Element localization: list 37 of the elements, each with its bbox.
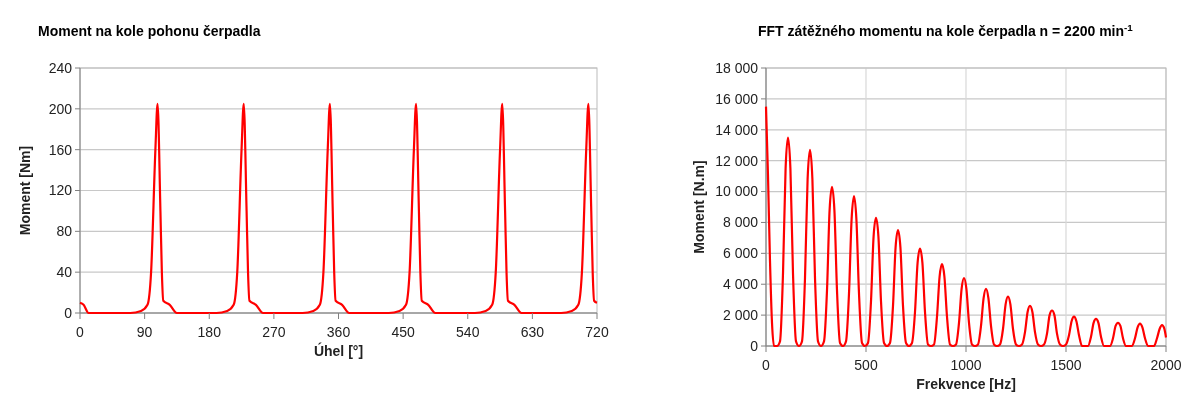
x-tick-label: 0 (762, 357, 771, 373)
y-axis-title: Moment [Nm] (17, 145, 33, 236)
y-tick-label: 240 (48, 59, 73, 76)
y-tick-label: 18 000 (715, 59, 759, 76)
x-tick-label: 0 (76, 324, 85, 340)
x-tick-label: 360 (326, 324, 351, 340)
x-axis-title: Frekvence [Hz] (916, 376, 1016, 392)
y-tick-label: 16 000 (715, 90, 759, 107)
x-tick-label: 500 (854, 357, 878, 373)
y-tick-label: 10 000 (715, 183, 759, 200)
y-tick-label: 6 000 (722, 245, 759, 262)
y-tick-label: 4 000 (722, 276, 759, 293)
x-tick-label: 2000 (1150, 357, 1182, 373)
y-tick-label: 12 000 (715, 152, 759, 169)
y-tick-label: 120 (48, 182, 73, 199)
y-tick-label: 2 000 (722, 307, 759, 324)
y-axis-title: Moment [N.m] (691, 160, 707, 254)
y-tick-label: 200 (48, 100, 73, 117)
y-tick-label: 0 (64, 304, 73, 321)
y-tick-label: 160 (48, 141, 73, 158)
x-tick-label: 270 (262, 324, 286, 340)
chart-title: Moment na kole pohonu čerpadla (38, 23, 261, 39)
y-tick-label: 8 000 (722, 214, 759, 231)
x-tick-label: 540 (456, 324, 480, 340)
x-tick-label: 180 (197, 324, 222, 340)
x-tick-label: 720 (585, 324, 609, 340)
x-tick-label: 1000 (950, 357, 982, 373)
x-tick-label: 90 (136, 324, 153, 340)
chart-title: FFT zátěžného momentu na kole čerpadla n = 2200 min$^{-1}$ (758, 21, 1134, 39)
x-tick-label: 450 (391, 324, 416, 340)
x-tick-label: 1500 (1050, 357, 1082, 373)
x-axis-title: Úhel [°] (313, 342, 364, 359)
y-tick-label: 14 000 (715, 121, 759, 138)
y-tick-label: 40 (56, 264, 73, 281)
y-tick-label: 80 (56, 223, 73, 240)
y-tick-label: 0 (750, 337, 759, 354)
x-tick-label: 630 (520, 324, 545, 340)
